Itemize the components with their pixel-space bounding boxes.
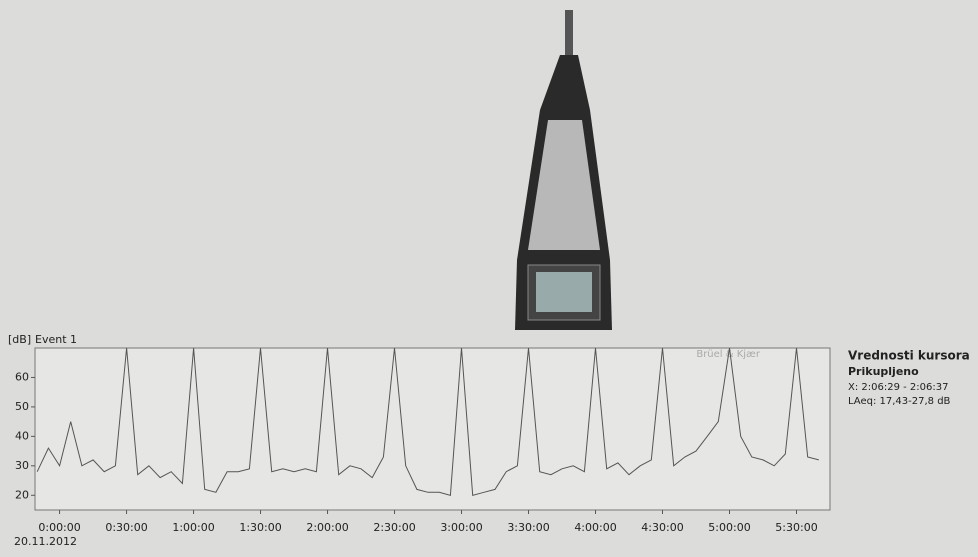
cursor-subtitle: Prikupljeno	[848, 365, 919, 378]
x-tick-label: 0:00:00	[38, 521, 80, 534]
sound-level-meter	[515, 10, 612, 330]
y-tick-label: 40	[15, 429, 29, 442]
cursor-x: X: 2:06:29 - 2:06:37	[848, 382, 948, 393]
x-tick-label: 5:30:00	[775, 521, 817, 534]
y-tick-label: 50	[15, 400, 29, 413]
x-tick-label: 4:30:00	[641, 521, 683, 534]
chart-title: Event 1	[35, 333, 77, 346]
x-tick-label: 3:30:00	[507, 521, 549, 534]
cursor-title: Vrednosti kursora	[848, 349, 970, 363]
plot-area	[34, 347, 831, 511]
cursor-laeq: LAeq: 17,43-27,8 dB	[848, 396, 951, 407]
x-tick-label: 1:30:00	[239, 521, 281, 534]
x-tick-label: 5:00:00	[708, 521, 750, 534]
x-tick-label: 1:00:00	[172, 521, 214, 534]
y-tick-label: 60	[15, 370, 29, 383]
x-tick-label: 0:30:00	[105, 521, 147, 534]
x-tick-label: 4:00:00	[574, 521, 616, 534]
y-tick-label: 30	[15, 459, 29, 472]
x-tick-label: 2:00:00	[306, 521, 348, 534]
x-date-label: 20.11.2012	[14, 535, 77, 548]
trace-line	[36, 347, 819, 496]
y-axis-label: [dB]	[8, 333, 31, 346]
x-tick-label: 3:00:00	[440, 521, 482, 534]
x-tick-label: 2:30:00	[373, 521, 415, 534]
y-tick-label: 20	[15, 488, 29, 501]
